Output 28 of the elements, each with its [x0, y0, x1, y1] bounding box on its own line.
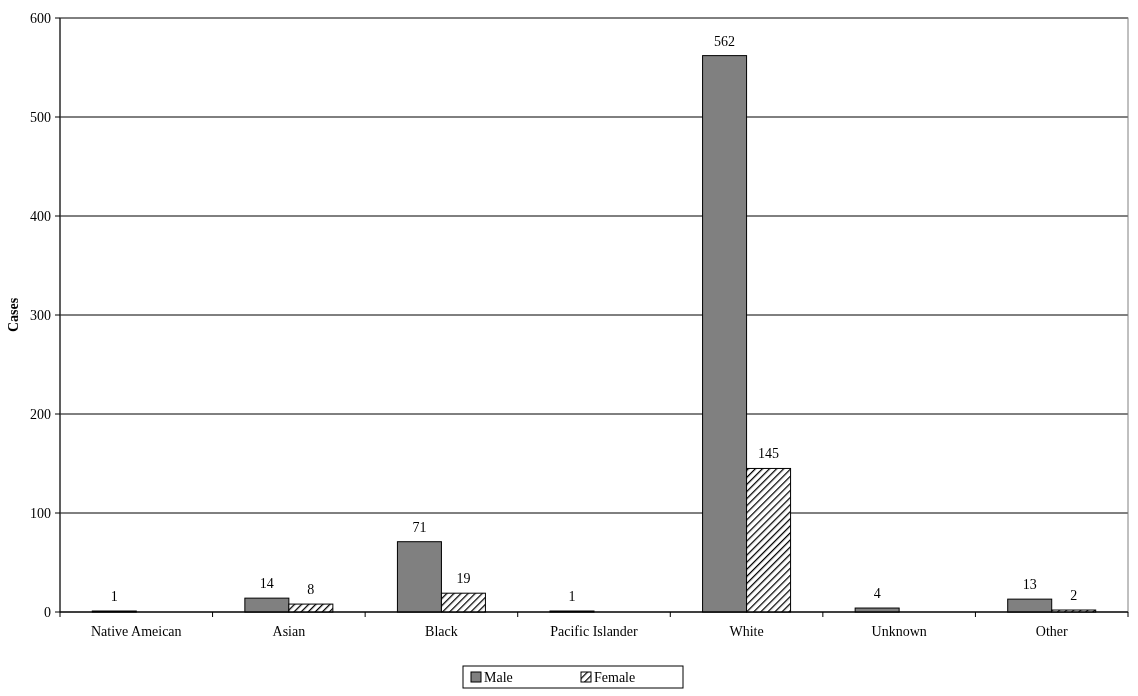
x-tick-label: White [729, 624, 764, 639]
y-tick-label: 100 [30, 506, 51, 521]
data-label: 2 [1070, 588, 1078, 604]
y-tick-label: 600 [30, 11, 51, 26]
data-label: 1 [568, 589, 576, 605]
y-axis-title: Cases [6, 297, 21, 333]
legend-label: Male [484, 670, 513, 685]
data-label: 19 [456, 571, 471, 587]
data-label: 562 [714, 33, 736, 49]
legend-label: Female [594, 670, 636, 685]
data-label: 8 [307, 582, 315, 598]
y-tick-label: 0 [44, 605, 51, 620]
y-tick-label: 500 [30, 110, 51, 125]
data-label: 14 [259, 576, 274, 592]
y-tick-label: 200 [30, 407, 51, 422]
data-label: 13 [1022, 577, 1037, 593]
x-tick-label: Native Ameican [91, 624, 182, 639]
data-label: 71 [412, 519, 427, 535]
x-tick-label: Asian [272, 624, 306, 639]
x-tick-label: Other [1035, 624, 1068, 639]
x-tick-label: Unknown [871, 624, 927, 639]
data-label: 145 [758, 446, 780, 462]
y-tick-label: 300 [30, 308, 51, 323]
x-tick-label: Black [425, 624, 458, 639]
x-tick-label: Pacific Islander [550, 624, 639, 639]
data-label: 4 [873, 586, 881, 602]
data-label: 1 [110, 589, 118, 605]
y-tick-label: 400 [30, 209, 51, 224]
